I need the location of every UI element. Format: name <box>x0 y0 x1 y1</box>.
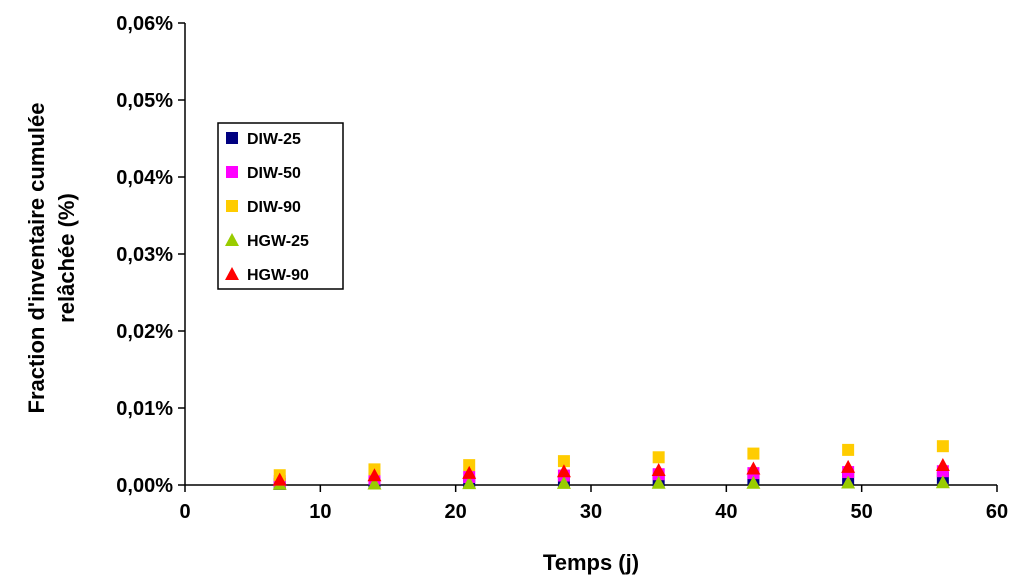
data-point-diw-90 <box>652 451 665 464</box>
legend-label-diw-50: DIW-50 <box>247 165 301 182</box>
data-point-hgw-90 <box>367 468 382 482</box>
y-tick-label: 0,00% <box>116 475 173 497</box>
data-point-hgw-90 <box>462 465 477 479</box>
legend-marker-diw-90 <box>226 200 238 212</box>
legend-marker-diw-25 <box>226 132 238 144</box>
legend-label-diw-90: DIW-90 <box>247 199 301 216</box>
y-axis-title-line-2: relâchée (%) <box>54 193 79 323</box>
legend: DIW-25 DIW-50 DIW-90 HGW-25 HGW-90 <box>217 122 344 290</box>
data-point-diw-90 <box>463 459 476 472</box>
y-tick-label: 0,03% <box>116 244 173 266</box>
y-ticks: 0,00% 0,01% 0,02% 0,03% 0,04% 0,05% 0,06% <box>116 13 185 497</box>
data-point-diw-90 <box>747 447 760 460</box>
data-point-hgw-90 <box>841 459 856 473</box>
data-point-hgw-25 <box>367 476 382 490</box>
data-point-hgw-90 <box>935 458 950 472</box>
data-point-hgw-25 <box>556 475 571 489</box>
legend-label-hgw-25: HGW-25 <box>247 233 309 250</box>
legend-marker-diw-50 <box>226 166 238 178</box>
x-tick-label: 50 <box>851 501 873 523</box>
x-tick-label: 20 <box>445 501 467 523</box>
data-point-hgw-25 <box>746 475 761 489</box>
data-point-hgw-90 <box>556 464 571 478</box>
x-axis-title: Temps (j) <box>543 550 639 575</box>
legend-box <box>217 122 344 290</box>
data-point-hgw-25 <box>462 476 477 490</box>
y-tick-label: 0,06% <box>116 13 173 35</box>
y-tick-label: 0,02% <box>116 321 173 343</box>
x-tick-label: 0 <box>179 501 190 523</box>
x-tick-label: 40 <box>715 501 737 523</box>
data-point-hgw-90 <box>272 472 287 486</box>
y-tick-label: 0,01% <box>116 398 173 420</box>
y-axis-title: Fraction d'inventaire cumulée relâchée (… <box>24 103 79 414</box>
legend-label-hgw-90: HGW-90 <box>247 267 309 284</box>
data-point-hgw-25 <box>651 475 666 489</box>
data-point-hgw-25 <box>935 475 950 489</box>
y-axis-title-line-1: Fraction d'inventaire cumulée <box>24 103 49 414</box>
x-tick-label: 60 <box>986 501 1008 523</box>
x-tick-label: 10 <box>309 501 331 523</box>
data-point-diw-90 <box>557 455 570 468</box>
y-tick-label: 0,04% <box>116 167 173 189</box>
x-ticks: 0 10 20 30 40 50 60 <box>179 485 1008 523</box>
legend-marker-hgw-25 <box>225 233 239 246</box>
data-point-hgw-90 <box>651 462 666 476</box>
legend-label-diw-25: DIW-25 <box>247 131 301 148</box>
data-point-hgw-90 <box>746 461 761 475</box>
data-point-hgw-25 <box>841 475 856 489</box>
legend-marker-hgw-90 <box>225 267 239 280</box>
data-markers <box>272 440 950 490</box>
data-point-diw-90 <box>936 440 949 453</box>
y-tick-label: 0,05% <box>116 90 173 112</box>
data-point-diw-90 <box>842 443 855 456</box>
x-tick-label: 30 <box>580 501 602 523</box>
